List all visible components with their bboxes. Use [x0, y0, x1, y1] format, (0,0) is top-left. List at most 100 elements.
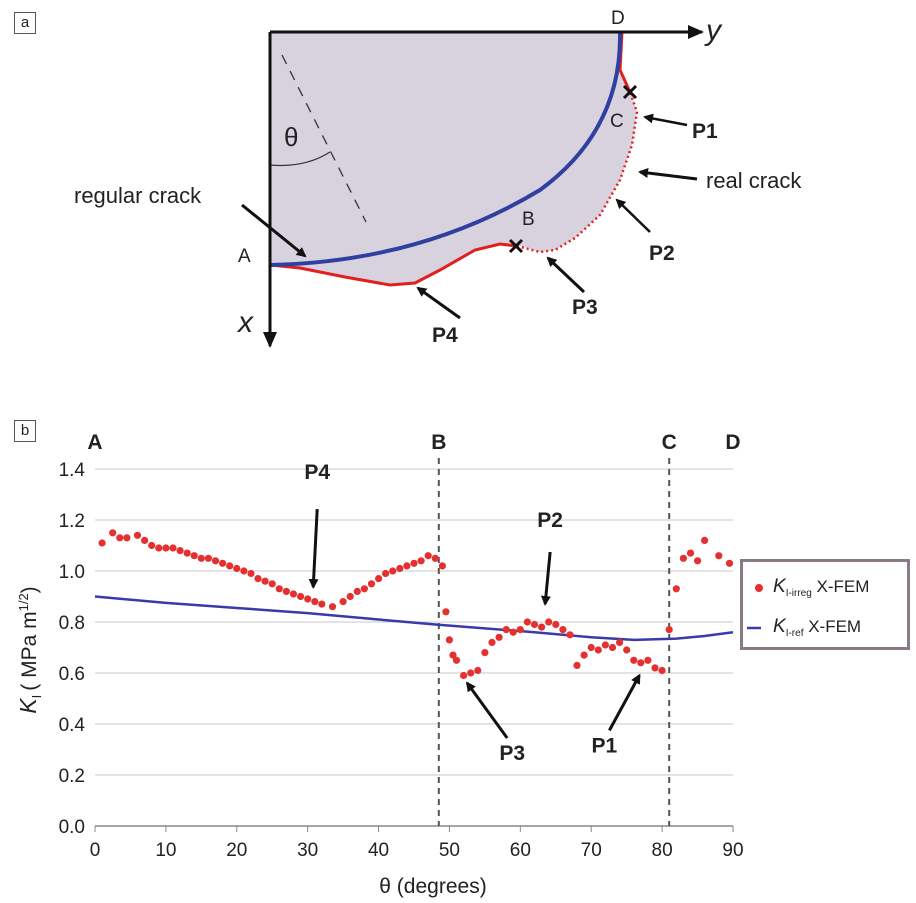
data-point-ki-irreg	[382, 569, 390, 578]
data-point-ki-irreg	[509, 628, 517, 636]
annotation-label-P2: P2	[537, 509, 563, 532]
data-point-ki-irreg	[715, 552, 723, 560]
chart-legend: KI-irreg X-FEM KI-ref X-FEM	[740, 559, 910, 650]
data-point-ki-irreg	[318, 600, 326, 608]
data-point-ki-irreg	[353, 587, 361, 596]
data-point-ki-irreg	[133, 531, 142, 539]
regular-crack-arc	[269, 31, 623, 267]
data-point-ki-irreg	[282, 587, 290, 596]
y-tick-label: 1.0	[59, 562, 85, 583]
y-axis-title-end: )	[18, 586, 41, 593]
data-point-ki-irreg	[552, 620, 560, 629]
real-crack-dotted	[516, 91, 639, 254]
data-point-ki-irreg	[389, 567, 397, 575]
x-tick-label: 30	[297, 840, 318, 861]
data-point-ki-irreg	[608, 643, 617, 652]
annotation-arrow-P2	[540, 551, 552, 606]
y-tick-label: 0.0	[59, 817, 85, 838]
data-point-ki-irreg	[594, 646, 602, 654]
data-point-ki-irreg	[190, 552, 198, 560]
data-point-ki-irreg	[630, 656, 638, 664]
data-point-ki-irreg	[516, 626, 524, 634]
label-P2: P2	[649, 242, 675, 265]
arrow-P4	[416, 286, 461, 320]
data-point-ki-irreg	[725, 559, 734, 567]
data-point-ki-irreg	[431, 554, 439, 562]
data-point-ki-irreg	[488, 638, 496, 647]
annotation-label-P3: P3	[499, 742, 525, 765]
data-point-ki-irreg	[644, 656, 652, 664]
panel-tag-a: a	[14, 12, 36, 34]
y-axis-title-main: K	[15, 697, 41, 714]
data-point-ki-irreg	[694, 557, 702, 565]
data-point-ki-irreg	[375, 575, 383, 583]
data-point-ki-irreg	[658, 666, 666, 675]
data-point-ki-irreg	[530, 620, 539, 629]
legend-irreg-main: K	[773, 576, 787, 597]
crack-region	[270, 32, 637, 285]
label-P4: P4	[432, 324, 458, 347]
arrow-real-crack	[638, 168, 698, 181]
legend-label-ref: KI-ref X-FEM	[773, 616, 861, 639]
y-tick-label: 0.8	[59, 613, 85, 634]
y-axis-title-sub: I	[29, 695, 44, 699]
data-point-ki-irreg	[545, 618, 553, 626]
arrow-P1	[643, 113, 688, 127]
x-tick-label: 50	[439, 840, 460, 861]
data-point-ki-irreg	[559, 626, 567, 634]
data-point-ki-irreg	[211, 557, 220, 565]
data-point-ki-irreg	[123, 534, 131, 542]
point-label-D: D	[611, 8, 625, 29]
data-point-ki-irreg	[601, 641, 610, 649]
y-axis-title-sup: 1/2	[16, 593, 31, 611]
data-point-ki-irreg	[346, 592, 354, 601]
data-point-ki-irreg	[616, 638, 624, 647]
data-point-ki-irreg	[254, 575, 262, 583]
legend-label-irreg: KI-irreg X-FEM	[773, 576, 869, 599]
data-point-ki-irreg	[233, 564, 241, 573]
data-point-ki-irreg	[204, 554, 212, 562]
annotation-label-P4: P4	[304, 461, 330, 484]
data-point-ki-irreg	[701, 536, 709, 545]
data-point-ki-irreg	[169, 544, 177, 552]
annotation-label-P1: P1	[592, 734, 618, 757]
data-point-ki-irreg	[438, 562, 446, 570]
data-point-ki-irreg	[523, 618, 532, 626]
legend-ref-rest: X-FEM	[803, 617, 861, 636]
y-axis-title: KI ( MPa m1/2)	[15, 586, 44, 713]
data-point-ki-irreg	[275, 585, 283, 593]
x-axis-title: θ (degrees)	[379, 875, 486, 898]
legend-swatch-irreg	[755, 584, 763, 592]
data-point-ki-irreg	[297, 592, 305, 601]
data-point-ki-irreg	[538, 623, 546, 631]
legend-irreg-sub: I-irreg	[786, 588, 812, 599]
crack-schematic: A B C D y x θ regular crack real crack P…	[74, 8, 802, 348]
marker-label-A: A	[87, 431, 102, 454]
data-point-ki-irreg	[367, 580, 376, 588]
marker-label-B: B	[431, 431, 446, 454]
data-point-ki-irreg	[360, 585, 368, 593]
data-point-ki-irreg	[637, 659, 645, 667]
x-tick-label: 20	[226, 840, 247, 861]
data-point-ki-irreg	[445, 636, 453, 644]
legend-ref-main: K	[773, 616, 787, 637]
data-point-ki-irreg	[665, 626, 673, 634]
data-point-ki-irreg	[580, 651, 588, 659]
y-tick-label: 0.2	[59, 766, 85, 787]
data-point-ki-irreg	[474, 666, 482, 675]
x-tick-label: 90	[722, 840, 743, 861]
data-point-ki-irreg	[176, 547, 184, 555]
data-point-ki-irreg	[304, 595, 312, 603]
data-point-ki-irreg	[339, 598, 347, 606]
x-tick-label: 40	[368, 840, 389, 861]
y-tick-label: 0.6	[59, 664, 85, 685]
x-tick-label: 60	[510, 840, 531, 861]
data-point-ki-irreg	[502, 626, 510, 634]
data-point-ki-irreg	[162, 544, 170, 552]
theta-arc	[269, 151, 331, 167]
point-label-C: C	[610, 111, 624, 132]
marker-label-C: C	[662, 431, 677, 454]
data-point-ki-irreg	[183, 549, 191, 557]
data-point-ki-irreg	[460, 671, 468, 680]
